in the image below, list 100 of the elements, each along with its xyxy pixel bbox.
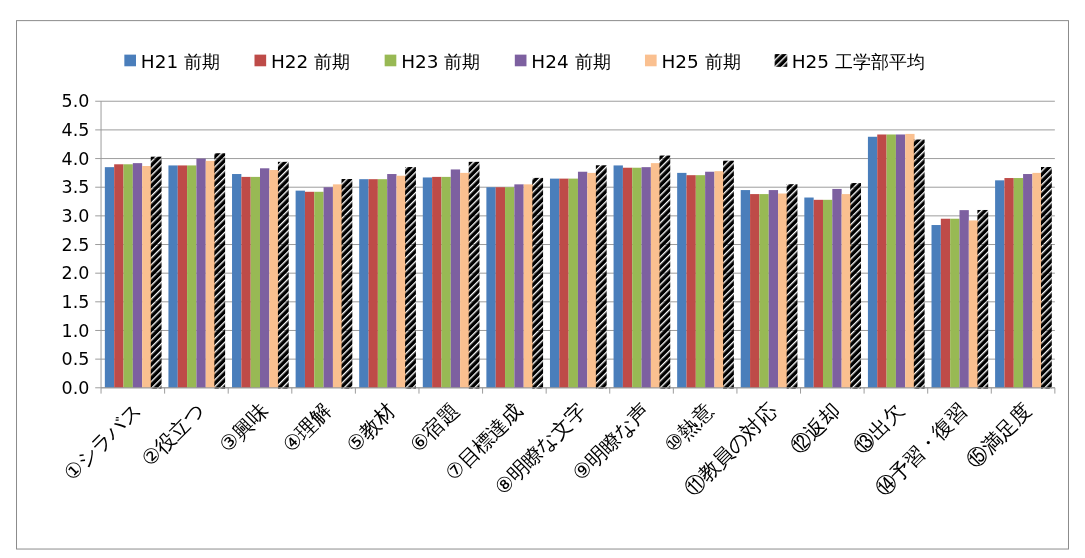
x-tick-label: ⑤教材 xyxy=(341,398,400,458)
bar xyxy=(905,133,915,388)
bar xyxy=(778,193,788,388)
bar xyxy=(822,199,833,388)
bar xyxy=(1013,178,1024,388)
bar xyxy=(177,165,188,388)
bar xyxy=(950,218,960,388)
y-tick-label: 1.5 xyxy=(61,291,90,312)
bar xyxy=(441,176,451,388)
bar xyxy=(142,166,152,388)
bar xyxy=(695,175,706,388)
bar xyxy=(867,136,878,388)
legend-label: H25 前期 xyxy=(661,50,741,72)
y-tick-label: 1.0 xyxy=(61,320,90,341)
bar xyxy=(460,172,470,388)
bar xyxy=(641,167,651,388)
bar xyxy=(104,167,115,388)
bar xyxy=(832,188,842,388)
bar xyxy=(568,178,578,388)
bar xyxy=(269,170,279,388)
y-tick-label: 3.0 xyxy=(61,205,90,226)
bar xyxy=(150,156,162,389)
bar xyxy=(714,171,724,388)
bar xyxy=(587,172,597,388)
bar xyxy=(187,165,197,388)
bar xyxy=(260,168,270,388)
bar xyxy=(359,179,369,388)
bar xyxy=(977,209,989,389)
bar xyxy=(740,190,751,388)
bar xyxy=(387,174,397,388)
bar xyxy=(913,139,925,389)
bar xyxy=(505,187,515,388)
bar xyxy=(595,165,607,389)
bar xyxy=(514,184,524,388)
bar xyxy=(786,184,798,389)
bar xyxy=(377,179,388,388)
legend-label: H23 前期 xyxy=(401,50,481,72)
bar xyxy=(549,178,560,388)
bar xyxy=(532,177,544,389)
bar xyxy=(123,164,133,388)
y-tick-label: 0.5 xyxy=(61,349,90,370)
legend-label: H25 工学部平均 xyxy=(791,50,925,72)
bar xyxy=(168,165,178,388)
bar xyxy=(468,161,480,389)
bar xyxy=(1004,178,1014,388)
bar xyxy=(314,191,324,388)
y-tick-label: 4.5 xyxy=(61,120,90,141)
bar xyxy=(959,210,969,388)
x-tick-label: ④理解 xyxy=(277,398,337,458)
bar xyxy=(368,179,378,388)
x-tick-label: ⑫返却 xyxy=(785,398,845,459)
y-tick-label: 3.5 xyxy=(61,177,90,198)
bar xyxy=(886,134,896,388)
bar xyxy=(931,225,941,388)
x-tick-label: ③興味 xyxy=(214,398,273,458)
bar xyxy=(450,169,461,388)
bar xyxy=(405,166,416,389)
bar xyxy=(759,194,769,388)
bar xyxy=(577,171,588,388)
bar xyxy=(1032,172,1042,388)
bar xyxy=(686,175,696,388)
legend-label: H24 前期 xyxy=(531,50,611,72)
bar xyxy=(1041,166,1052,389)
bar xyxy=(432,176,442,388)
bar xyxy=(768,190,779,388)
bar xyxy=(613,165,623,388)
bar xyxy=(850,183,862,389)
bar xyxy=(940,218,951,388)
legend-label: H22 前期 xyxy=(271,50,351,72)
bar xyxy=(304,191,315,388)
y-tick-label: 2.5 xyxy=(61,234,90,255)
bar xyxy=(622,167,633,388)
bar xyxy=(995,180,1005,388)
bar xyxy=(659,155,671,389)
bar xyxy=(495,187,506,388)
bar xyxy=(422,177,433,388)
bar xyxy=(895,134,906,388)
bar xyxy=(877,134,887,388)
bar xyxy=(1023,174,1033,388)
bar xyxy=(804,197,814,388)
bar xyxy=(750,194,760,388)
bar xyxy=(486,187,496,388)
bar xyxy=(295,190,305,388)
bar xyxy=(813,199,823,388)
bar xyxy=(214,153,226,389)
bar xyxy=(132,163,143,388)
y-tick-label: 0.0 xyxy=(61,377,90,398)
legend-label: H21 前期 xyxy=(140,50,221,72)
bar xyxy=(332,184,343,388)
bar xyxy=(705,171,715,388)
bar xyxy=(723,160,734,389)
bar xyxy=(632,167,642,388)
bar xyxy=(277,161,289,389)
bar xyxy=(241,176,251,388)
y-tick-label: 4.0 xyxy=(61,148,90,169)
bar xyxy=(114,164,124,388)
bar xyxy=(323,187,333,388)
bar xyxy=(232,174,242,388)
bar xyxy=(341,179,353,389)
bar xyxy=(559,178,569,388)
